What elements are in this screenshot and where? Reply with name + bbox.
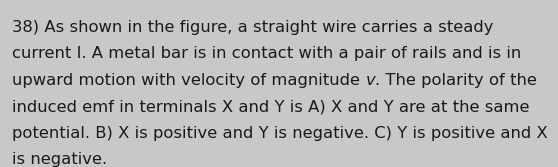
Text: upward motion with velocity of magnitude: upward motion with velocity of magnitude xyxy=(12,73,365,88)
Text: induced emf in terminals X and Y is A) X and Y are at the same: induced emf in terminals X and Y is A) X… xyxy=(12,99,530,114)
Text: current I. A metal bar is in contact with a pair of rails and is in: current I. A metal bar is in contact wit… xyxy=(12,46,522,61)
Text: v: v xyxy=(365,73,376,88)
Text: . The polarity of the: . The polarity of the xyxy=(376,73,537,88)
Text: 38) As shown in the figure, a straight wire carries a steady: 38) As shown in the figure, a straight w… xyxy=(12,20,494,35)
Text: is negative.: is negative. xyxy=(12,152,107,167)
Text: potential. B) X is positive and Y is negative. C) Y is positive and X: potential. B) X is positive and Y is neg… xyxy=(12,126,548,141)
